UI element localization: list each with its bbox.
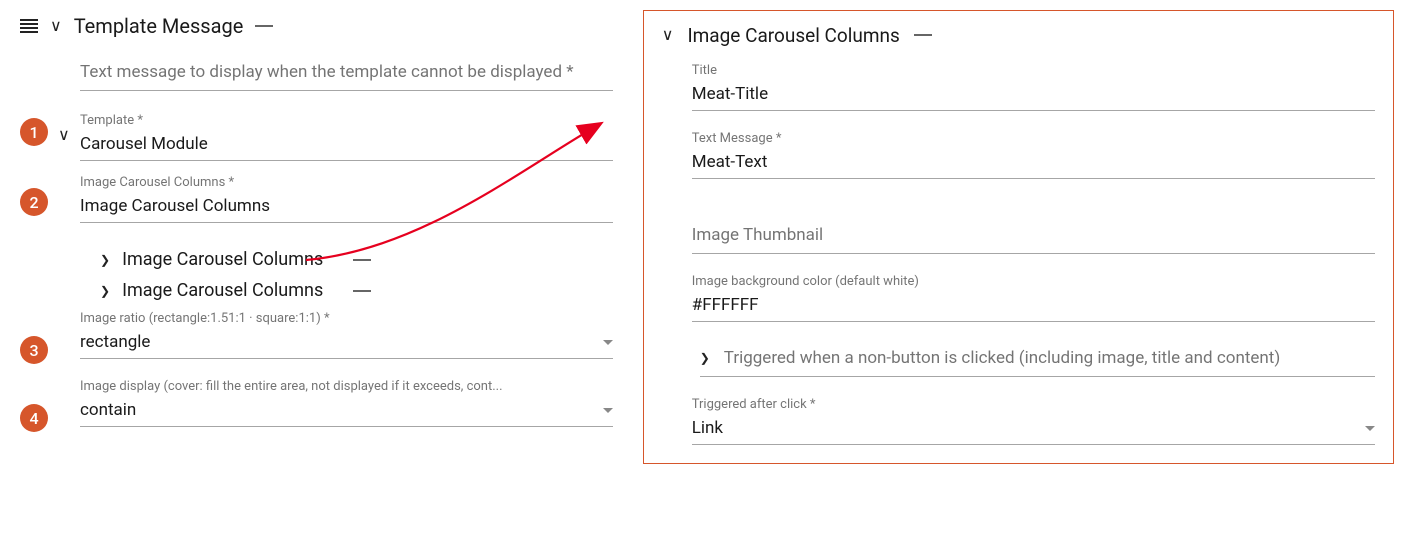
icc-detail-header: Image Carousel Columns bbox=[662, 21, 1375, 49]
remove-icon[interactable] bbox=[914, 34, 932, 36]
ratio-select[interactable]: rectangle bbox=[80, 328, 613, 359]
right-panel: Image Carousel Columns Title Meat-Title … bbox=[643, 10, 1394, 464]
text-label: Text Message * bbox=[692, 131, 1375, 146]
chevron-right-icon[interactable] bbox=[100, 253, 110, 267]
alt-text-input[interactable]: Text message to display when the templat… bbox=[80, 56, 613, 91]
bgcolor-value: #FFFFFF bbox=[692, 295, 759, 315]
icc-child-2: Image Carousel Columns bbox=[122, 280, 323, 301]
text-input[interactable]: Meat-Text bbox=[692, 148, 1375, 179]
chevron-down-icon[interactable] bbox=[50, 18, 62, 34]
badge-3: 3 bbox=[20, 336, 48, 364]
icc-detail-title: Image Carousel Columns bbox=[687, 24, 899, 47]
template-message-header: Template Message bbox=[20, 10, 613, 42]
icc-child-row-2[interactable]: Image Carousel Columns bbox=[100, 280, 613, 301]
template-message-title: Template Message bbox=[74, 14, 244, 38]
icc-child-1: Image Carousel Columns bbox=[122, 249, 323, 270]
text-value: Meat-Text bbox=[692, 152, 768, 172]
bgcolor-label: Image background color (default white) bbox=[692, 274, 1375, 289]
hamburger-icon[interactable] bbox=[20, 19, 38, 33]
bgcolor-input[interactable]: #FFFFFF bbox=[692, 291, 1375, 322]
icc-child-row-1[interactable]: Image Carousel Columns bbox=[100, 249, 613, 270]
badge-2: 2 bbox=[20, 188, 48, 216]
title-input[interactable]: Meat-Title bbox=[692, 80, 1375, 111]
trigger-placeholder: Triggered when a non-button is clicked (… bbox=[724, 348, 1280, 368]
chevron-right-icon[interactable] bbox=[100, 284, 110, 298]
icc-input[interactable]: Image Carousel Columns bbox=[80, 192, 613, 223]
after-click-select[interactable]: Link bbox=[692, 414, 1375, 445]
badge-4: 4 bbox=[20, 404, 48, 432]
display-value: contain bbox=[80, 400, 136, 420]
chevron-down-icon[interactable] bbox=[58, 127, 70, 143]
chevron-right-icon[interactable] bbox=[700, 351, 710, 365]
after-click-value: Link bbox=[692, 418, 723, 438]
caret-down-icon bbox=[1365, 426, 1375, 431]
badge-1: 1 bbox=[20, 118, 48, 146]
display-select[interactable]: contain bbox=[80, 396, 613, 427]
template-label: Template * bbox=[80, 113, 613, 128]
template-value: Carousel Module bbox=[80, 134, 208, 154]
chevron-down-icon[interactable] bbox=[662, 27, 674, 43]
icc-label: Image Carousel Columns * bbox=[80, 175, 613, 190]
remove-icon[interactable] bbox=[255, 25, 273, 27]
ratio-label: Image ratio (rectangle:1.51:1 · square:1… bbox=[80, 311, 613, 326]
icc-value: Image Carousel Columns bbox=[80, 196, 270, 216]
template-select[interactable]: Carousel Module bbox=[80, 130, 613, 161]
title-value: Meat-Title bbox=[692, 84, 768, 104]
display-label: Image display (cover: fill the entire ar… bbox=[80, 379, 613, 394]
left-panel: 1 2 3 4 Template Message Text message to… bbox=[20, 10, 613, 427]
remove-icon[interactable] bbox=[353, 259, 371, 261]
title-label: Title bbox=[692, 63, 1375, 78]
thumbnail-input[interactable]: Image Thumbnail bbox=[692, 219, 1375, 254]
after-click-label: Triggered after click * bbox=[692, 397, 1375, 412]
ratio-value: rectangle bbox=[80, 332, 150, 352]
caret-down-icon bbox=[603, 408, 613, 413]
trigger-row[interactable]: Triggered when a non-button is clicked (… bbox=[700, 348, 1375, 377]
caret-down-icon bbox=[603, 340, 613, 345]
remove-icon[interactable] bbox=[353, 290, 371, 292]
